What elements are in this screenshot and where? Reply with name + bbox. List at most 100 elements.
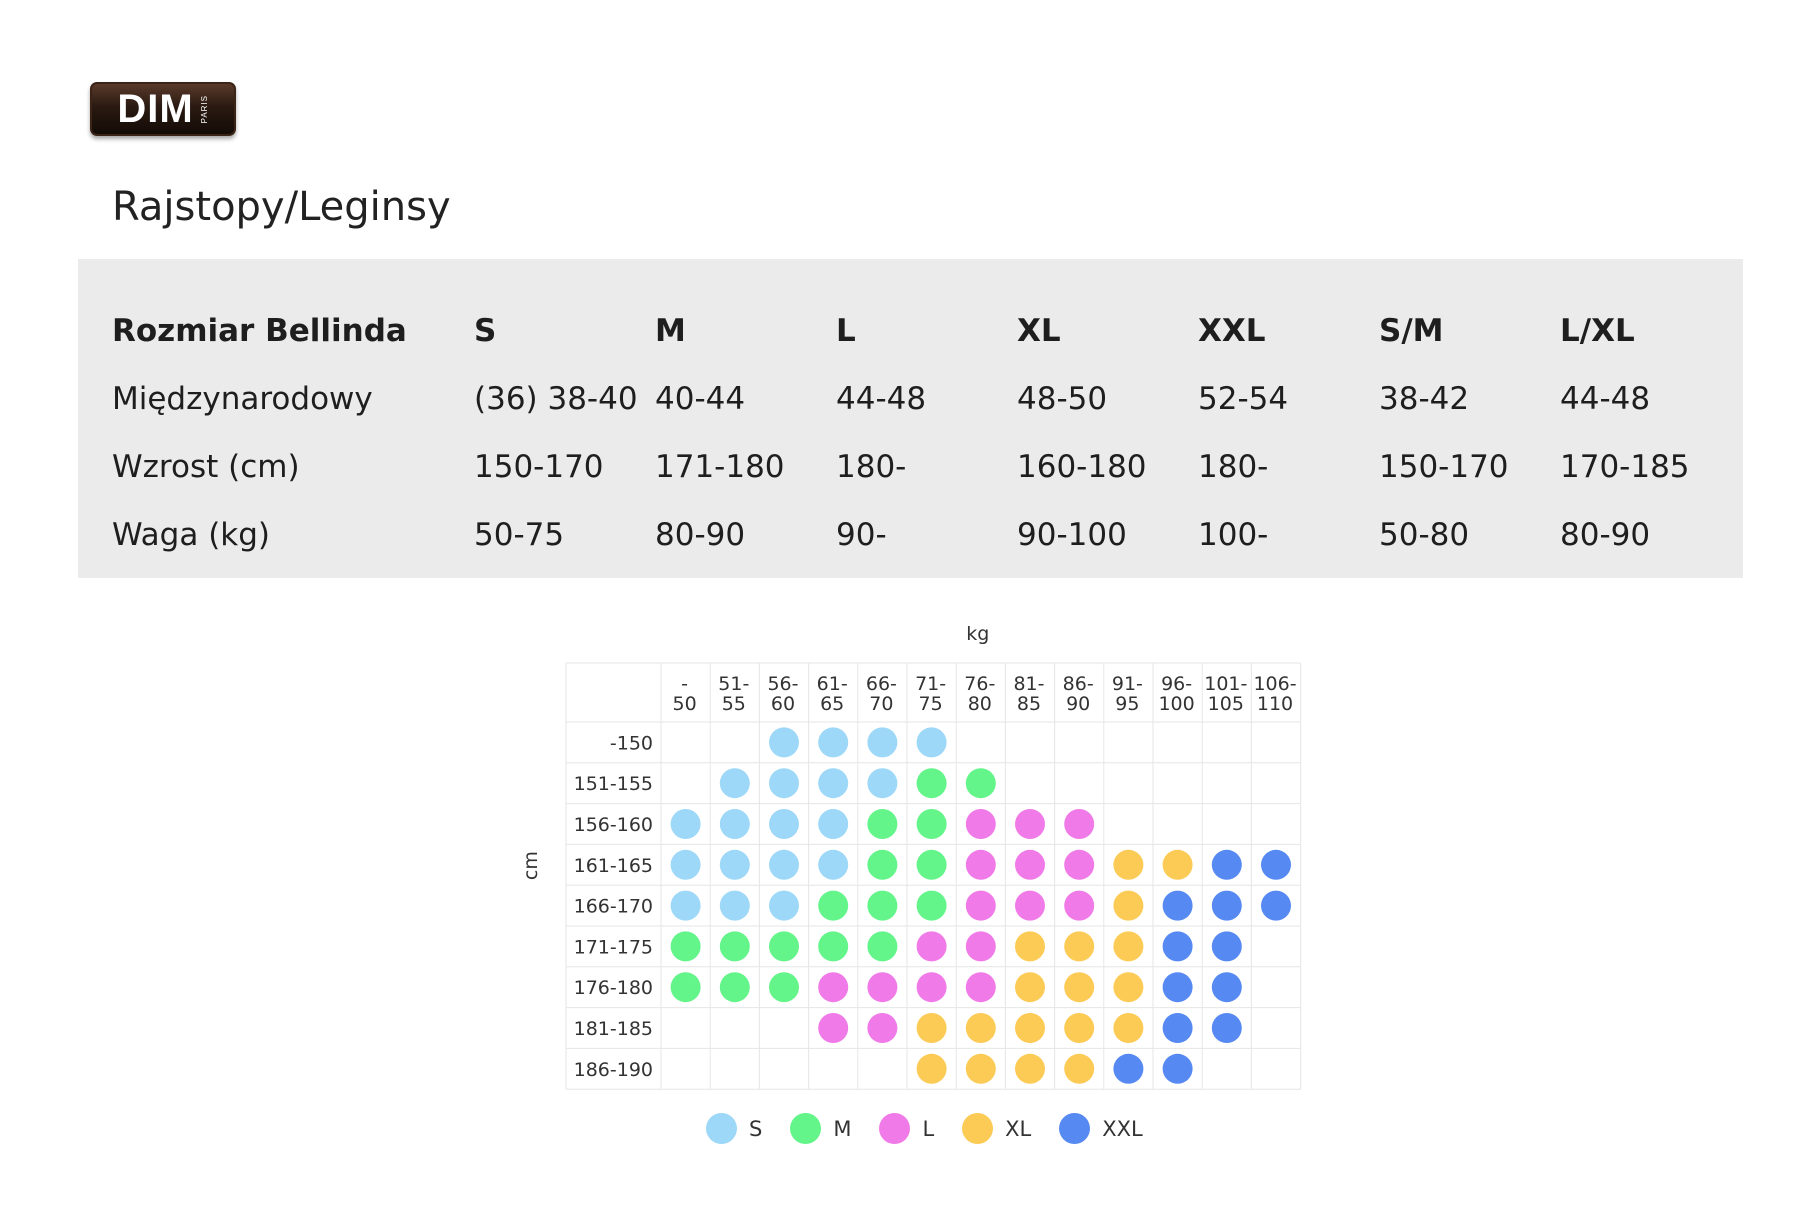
table-cell: 50-80 xyxy=(1379,517,1470,553)
legend-item: XL xyxy=(962,1113,1031,1144)
size-dot-l xyxy=(916,931,947,962)
size-dot-s xyxy=(867,727,898,758)
size-dot-l xyxy=(867,1013,898,1043)
size-dot-xxl xyxy=(1162,972,1193,1003)
header-cell: L xyxy=(836,313,856,349)
size-dot-xl xyxy=(1064,1053,1095,1084)
x-tick-label: 70 xyxy=(869,693,893,715)
size-dot-xl xyxy=(1015,1013,1045,1043)
size-dot-l xyxy=(916,972,947,1003)
size-dot-m xyxy=(867,849,898,880)
size-table: Rozmiar Bellinda S M L XL XXL S/M L/XL M… xyxy=(112,297,1741,569)
size-dot-xl xyxy=(916,1013,947,1043)
x-tick-label: 81- xyxy=(1013,673,1044,695)
table-cell: 52-54 xyxy=(1198,381,1289,417)
size-dot-s xyxy=(769,890,799,921)
x-tick-label: 56- xyxy=(767,673,798,695)
size-dot-m xyxy=(818,931,849,962)
x-tick-label: 50 xyxy=(673,693,697,715)
y-tick-label: -150 xyxy=(610,732,653,754)
size-dot-xl xyxy=(1162,849,1193,880)
legend-swatch xyxy=(962,1113,994,1144)
size-dot-l xyxy=(965,972,996,1003)
header-cell: S xyxy=(474,313,497,349)
header-cell: XXL xyxy=(1198,313,1266,349)
table-cell: 150-170 xyxy=(1379,449,1509,485)
legend-swatch xyxy=(706,1113,737,1144)
legend-item: XXL xyxy=(1059,1113,1143,1144)
x-tick-label: 80 xyxy=(968,693,992,715)
y-tick-label: 186-190 xyxy=(574,1059,653,1081)
table-cell: 180- xyxy=(1198,449,1269,485)
table-cell: 90-100 xyxy=(1017,517,1127,553)
size-table-header-row: Rozmiar Bellinda S M L XL XXL S/M L/XL xyxy=(112,297,1741,365)
dim-logo: DIM PARIS xyxy=(90,82,236,136)
size-dot-m xyxy=(867,931,898,962)
size-dot-l xyxy=(1015,890,1045,921)
size-dot-s xyxy=(769,849,799,880)
size-dot-xl xyxy=(916,1053,947,1084)
size-dot-s xyxy=(818,768,849,799)
table-cell: 170-185 xyxy=(1560,449,1690,485)
x-tick-label: 86- xyxy=(1063,673,1094,695)
size-dot-l xyxy=(1064,849,1095,880)
size-dot-s xyxy=(769,809,799,839)
size-dot-l xyxy=(965,931,996,962)
row-label: Międzynarodowy xyxy=(112,381,373,417)
size-dot-xxl xyxy=(1261,890,1291,921)
size-dot-xxl xyxy=(1211,931,1242,962)
y-tick-label: 166-170 xyxy=(574,896,653,918)
x-tick-label: 106- xyxy=(1253,673,1296,695)
table-cell: 44-48 xyxy=(836,381,927,417)
legend-swatch xyxy=(1059,1113,1091,1144)
table-cell: 38-42 xyxy=(1379,381,1470,417)
x-tick-label: 60 xyxy=(771,693,795,715)
size-dot-s xyxy=(719,849,750,880)
size-dot-s xyxy=(670,849,701,880)
y-tick-label: 151-155 xyxy=(574,773,653,795)
table-row: Wzrost (cm) 150-170 171-180 180- 160-180… xyxy=(112,433,1741,501)
logo-text: DIM xyxy=(117,87,194,131)
x-tick-label: 61- xyxy=(817,673,848,695)
size-dot-l xyxy=(818,1013,849,1043)
size-dot-m xyxy=(867,809,898,839)
size-dot-m xyxy=(867,890,898,921)
table-cell: 100- xyxy=(1198,517,1269,553)
size-dot-m xyxy=(916,849,947,880)
table-cell: 90- xyxy=(836,517,887,553)
size-dot-xxl xyxy=(1211,972,1242,1003)
chart-legend: S M L XL XXL xyxy=(706,1113,1171,1144)
size-dot-m xyxy=(769,931,799,962)
size-dot-xxl xyxy=(1162,890,1193,921)
x-tick-label: 51- xyxy=(718,673,749,695)
size-dot-xxl xyxy=(1162,931,1193,962)
size-dot-s xyxy=(916,727,947,758)
size-dot-xxl xyxy=(1211,890,1242,921)
y-tick-label: 171-175 xyxy=(574,936,653,958)
x-tick-label: 100 xyxy=(1158,693,1194,715)
size-dot-l xyxy=(1015,809,1045,839)
legend-label: S xyxy=(749,1116,763,1141)
table-cell: 150-170 xyxy=(474,449,604,485)
size-dot-s xyxy=(670,890,701,921)
size-dot-s xyxy=(670,809,701,839)
size-dot-xxl xyxy=(1261,849,1291,880)
size-table-panel: Rozmiar Bellinda S M L XL XXL S/M L/XL M… xyxy=(78,259,1743,578)
size-dot-l xyxy=(867,972,898,1003)
x-tick-label: 90 xyxy=(1066,693,1090,715)
table-row: Międzynarodowy (36) 38-40 40-44 44-48 48… xyxy=(112,365,1741,433)
size-dot-xl xyxy=(1015,972,1045,1003)
size-dot-l xyxy=(1015,849,1045,880)
table-cell: 160-180 xyxy=(1017,449,1147,485)
row-label: Wzrost (cm) xyxy=(112,449,300,485)
size-dot-m xyxy=(916,890,947,921)
header-cell: XL xyxy=(1017,313,1061,349)
legend-item: S xyxy=(706,1113,762,1144)
table-cell: 44-48 xyxy=(1560,381,1651,417)
x-tick-label: 75 xyxy=(919,693,943,715)
size-dot-m xyxy=(965,768,996,799)
size-dot-xxl xyxy=(1211,849,1242,880)
size-dot-xxl xyxy=(1162,1013,1193,1043)
legend-swatch xyxy=(790,1113,822,1144)
